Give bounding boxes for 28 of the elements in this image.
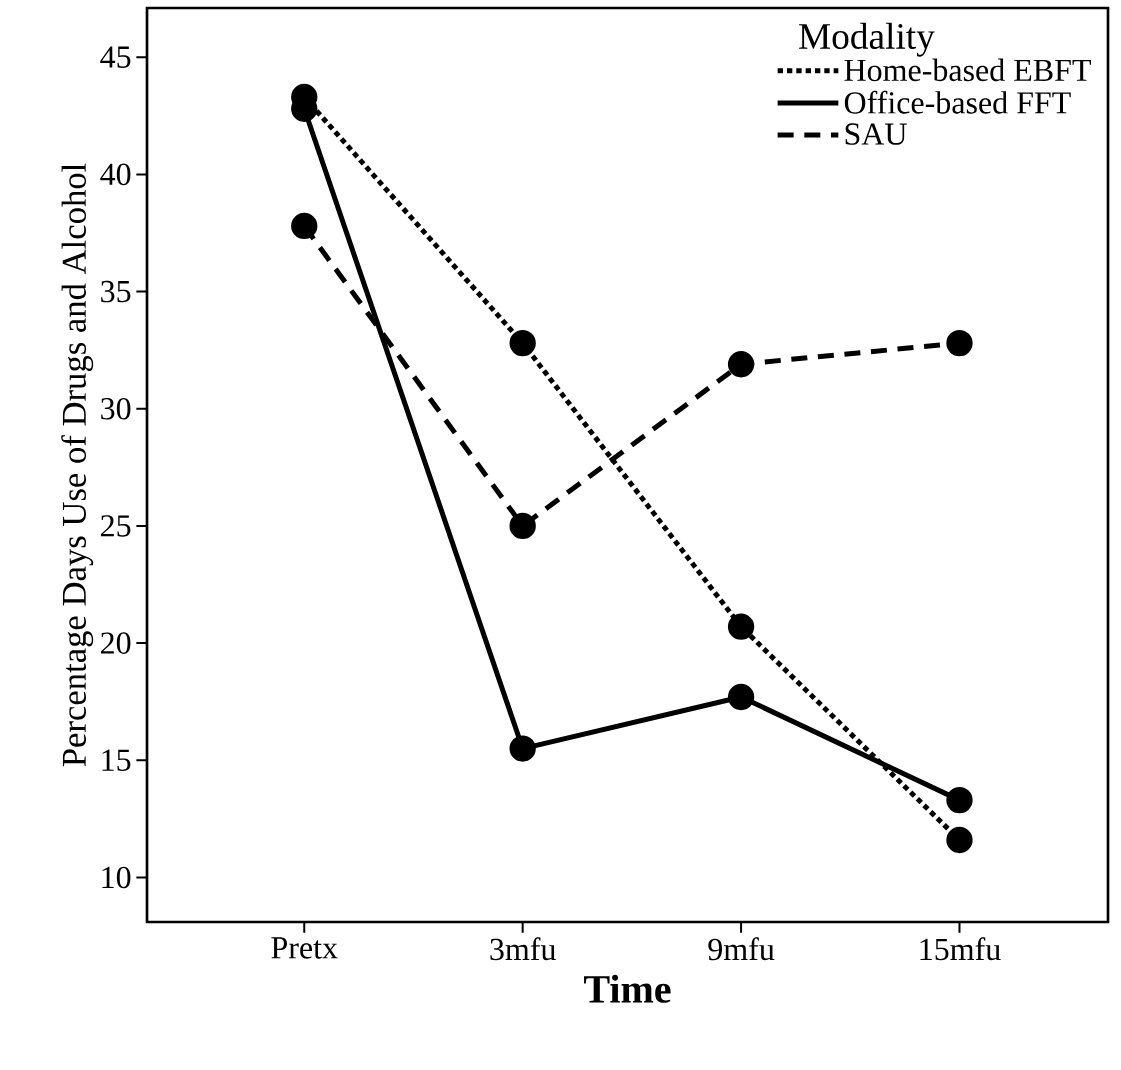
x-tick-label: Pretx bbox=[271, 937, 338, 959]
legend-label: Home-based EBFT bbox=[844, 58, 1091, 82]
point bbox=[727, 683, 755, 711]
point bbox=[509, 735, 536, 762]
legend-title: Modality bbox=[799, 22, 935, 57]
y-tick-label: 20 bbox=[101, 632, 131, 654]
point bbox=[946, 786, 973, 814]
legend-label: SAU bbox=[845, 123, 907, 145]
y-axis-title: Percentage Days Use of Drugs and Alcohol bbox=[61, 163, 94, 767]
x-tick-label: 9mfu bbox=[708, 937, 775, 961]
y-tick-label: 10 bbox=[102, 866, 131, 889]
point bbox=[727, 351, 755, 378]
x-tick-label: 3mfu bbox=[490, 937, 556, 961]
x-tick-label: 15mfu bbox=[920, 937, 1001, 961]
y-tick-label: 15 bbox=[102, 749, 131, 771]
y-tick-label: 45 bbox=[100, 46, 131, 68]
y-tick-label: 30 bbox=[101, 397, 131, 420]
point bbox=[946, 329, 973, 357]
point bbox=[291, 212, 318, 240]
point bbox=[946, 826, 973, 854]
point bbox=[509, 329, 536, 357]
x-axis-title: Time bbox=[584, 974, 671, 1003]
point bbox=[509, 512, 536, 540]
point bbox=[727, 613, 755, 640]
y-tick-label: 25 bbox=[101, 515, 131, 537]
y-tick-label: 40 bbox=[100, 163, 131, 186]
y-tick-label: 35 bbox=[101, 280, 131, 303]
legend-label: Office-based FFT bbox=[844, 90, 1071, 114]
